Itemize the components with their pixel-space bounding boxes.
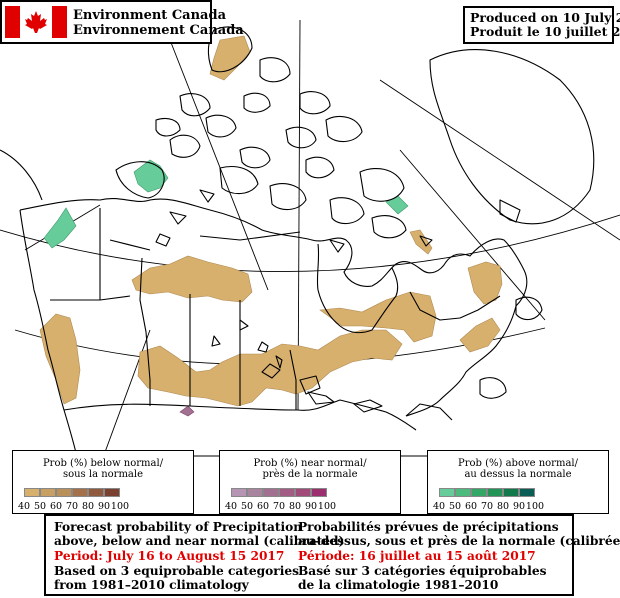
above-normal-region-victoria-island <box>133 159 169 193</box>
description-fr-title1: Probabilités prévues de précipitations <box>298 520 559 534</box>
produced-date-en: Produced on 10 July 2017 <box>470 10 620 25</box>
above-normal-region-baffin <box>385 195 409 215</box>
legend-tick-label: 80 <box>496 501 510 512</box>
legend-tick-label: 50 <box>448 501 462 512</box>
agency-name-fr: Environnement Canada <box>73 23 244 38</box>
legend-tick-label: 60 <box>464 501 478 512</box>
legend-title: Prob (%) above normal/ au dessus la norm… <box>428 458 608 480</box>
description-en-basis2: from 1981–2010 climatology <box>54 578 249 592</box>
canada-flag-icon <box>5 6 67 38</box>
below-normal-region-ungava <box>409 229 433 255</box>
legend-near-normal: Prob (%) near normal/ près de la normale… <box>219 450 401 514</box>
legend-swatch <box>279 488 295 497</box>
legend-swatch <box>72 488 88 497</box>
description-fr-title2: au–dessus, sous et près de la normale (c… <box>298 534 620 548</box>
legend-title-line2: près de la normale <box>262 469 358 480</box>
below-normal-region-ontario <box>319 291 437 343</box>
legend-tick-label: 50 <box>240 501 254 512</box>
legend-swatch <box>439 488 455 497</box>
produced-date-box <box>463 6 614 44</box>
legend-swatch <box>263 488 279 497</box>
near-normal-region-prairies <box>179 405 195 417</box>
legend-swatch <box>503 488 519 497</box>
legend-tick-label: 70 <box>480 501 494 512</box>
latitude-lines <box>0 214 620 365</box>
description-fr-basis1: Basé sur 3 catégories équiprobables <box>298 564 547 578</box>
legend-swatch <box>247 488 263 497</box>
legend-swatch <box>231 488 247 497</box>
near-normal-regions <box>179 405 195 417</box>
legend-tick-label: 60 <box>256 501 270 512</box>
legend-title-line2: sous la normale <box>62 469 144 480</box>
below-normal-region-quebec-east <box>459 317 501 353</box>
legend-below-normal: Prob (%) below normal/ sous la normale 4… <box>12 450 194 514</box>
legend-tick-label: 100 <box>525 501 545 512</box>
legend-swatch <box>104 488 120 497</box>
legend-swatch <box>487 488 503 497</box>
description-en-period: Period: July 16 to August 15 2017 <box>54 549 285 563</box>
legend-title-line1: Prob (%) above normal/ <box>458 458 578 469</box>
legend-swatch <box>88 488 104 497</box>
legend-title-line1: Prob (%) below normal/ <box>42 458 164 469</box>
below-normal-region-quebec-north <box>467 261 503 305</box>
legend-title: Prob (%) near normal/ près de la normale <box>220 458 400 480</box>
legend-tick-label: 70 <box>272 501 286 512</box>
legend-tick-label: 80 <box>81 501 95 512</box>
legend-swatch <box>519 488 535 497</box>
produced-date-fr: Produit le 10 juillet 2017 <box>470 24 620 39</box>
legend-tick-label: 90 <box>304 501 318 512</box>
legend-tick-label: 50 <box>33 501 47 512</box>
legend-swatch <box>311 488 327 497</box>
legend-tick-label: 80 <box>288 501 302 512</box>
legend-title-line1: Prob (%) near normal/ <box>253 458 367 469</box>
legend-swatch <box>471 488 487 497</box>
legend-tick-label: 100 <box>317 501 337 512</box>
description-en-basis1: Based on 3 equiprobable categories <box>54 564 299 578</box>
legend-title: Prob (%) below normal/ sous la normale <box>13 458 193 480</box>
legend-tick-label: 40 <box>224 501 238 512</box>
forecast-description-box: Forecast probability of Precipitation ab… <box>44 514 620 596</box>
longitude-lines <box>24 19 620 521</box>
legend-swatch <box>455 488 471 497</box>
legend-tick-label: 40 <box>432 501 446 512</box>
legend-tick-label: 90 <box>97 501 111 512</box>
legend-title-line2: au dessus la normale <box>464 469 572 480</box>
legend-tick-label: 100 <box>110 501 130 512</box>
description-en-title2: above, below and near normal (calibrated… <box>54 534 345 548</box>
below-normal-region-bc <box>39 313 81 405</box>
legend-swatch <box>40 488 56 497</box>
description-en-title1: Forecast probability of Precipitation <box>54 520 303 534</box>
legend-tick-label: 90 <box>512 501 526 512</box>
legend-swatch <box>24 488 40 497</box>
legend-tick-label: 40 <box>17 501 31 512</box>
below-normal-region-prairies-north <box>131 255 253 303</box>
legend-above-normal: Prob (%) above normal/ au dessus la norm… <box>427 450 609 514</box>
description-fr-period: Période: 16 juillet au 15 août 2017 <box>298 549 536 563</box>
below-normal-region-ellesmere <box>209 35 251 81</box>
legend-swatch <box>56 488 72 497</box>
above-normal-region-yukon <box>43 207 77 249</box>
agency-name-en: Environment Canada <box>73 8 226 23</box>
below-normal-region-prairies-south <box>137 329 403 407</box>
legend-tick-label: 70 <box>65 501 79 512</box>
coastlines <box>0 26 595 471</box>
above-normal-regions <box>43 159 409 249</box>
below-normal-regions <box>39 35 503 407</box>
description-fr-basis2: de la climatologie 1981–2010 <box>298 578 499 592</box>
legend-swatch <box>295 488 311 497</box>
legend-tick-label: 60 <box>49 501 63 512</box>
